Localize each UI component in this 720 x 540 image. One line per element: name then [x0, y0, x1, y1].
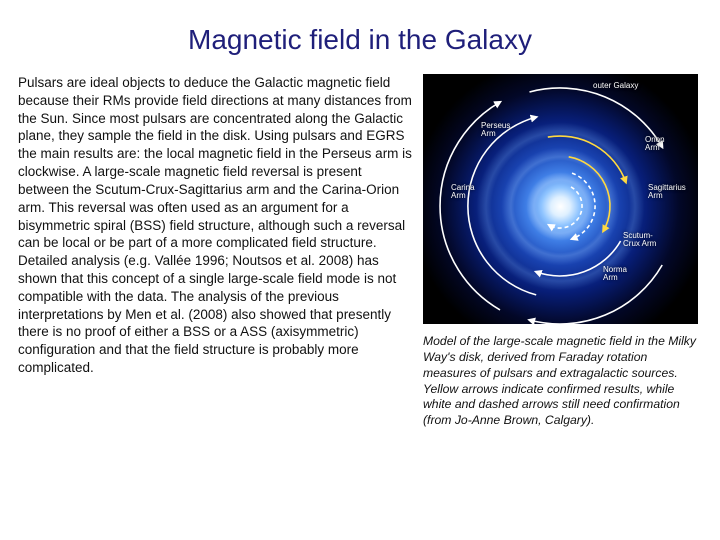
- arc-norma-cw: [549, 187, 582, 228]
- galaxy-label-perseus-arm: PerseusArm: [481, 122, 510, 139]
- galaxy-label-outer-galaxy: outer Galaxy: [593, 82, 638, 90]
- body-paragraph: Pulsars are ideal objects to deduce the …: [18, 74, 413, 429]
- arc-sag-ccw: [569, 157, 610, 231]
- arc-scutum-ccw: [572, 173, 595, 239]
- arc-outer-left: [530, 265, 663, 324]
- galaxy-label-scutum-crux: Scutum-Crux Arm: [623, 232, 656, 249]
- galaxy-label-norma-arm: NormaArm: [603, 266, 627, 283]
- arc-outer-right: [530, 88, 663, 147]
- arc-orion-ccw-right: [548, 136, 626, 182]
- arc-perseus-cw: [468, 117, 536, 295]
- page-title: Magnetic field in the Galaxy: [18, 24, 702, 56]
- content-row: Pulsars are ideal objects to deduce the …: [18, 74, 702, 429]
- galaxy-label-sagittarius-arm: SagittariusArm: [648, 184, 686, 201]
- slide: Magnetic field in the Galaxy Pulsars are…: [0, 0, 720, 540]
- galaxy-figure: outer Galaxy PerseusArm OrionArm CarinaArm S…: [423, 74, 698, 324]
- galaxy-label-carina-arm: CarinaArm: [451, 184, 475, 201]
- figure-column: outer Galaxy PerseusArm OrionArm CarinaArm S…: [423, 74, 702, 429]
- figure-caption: Model of the large-scale magnetic field …: [423, 334, 702, 429]
- galaxy-label-orion-arm: OrionArm: [645, 136, 665, 153]
